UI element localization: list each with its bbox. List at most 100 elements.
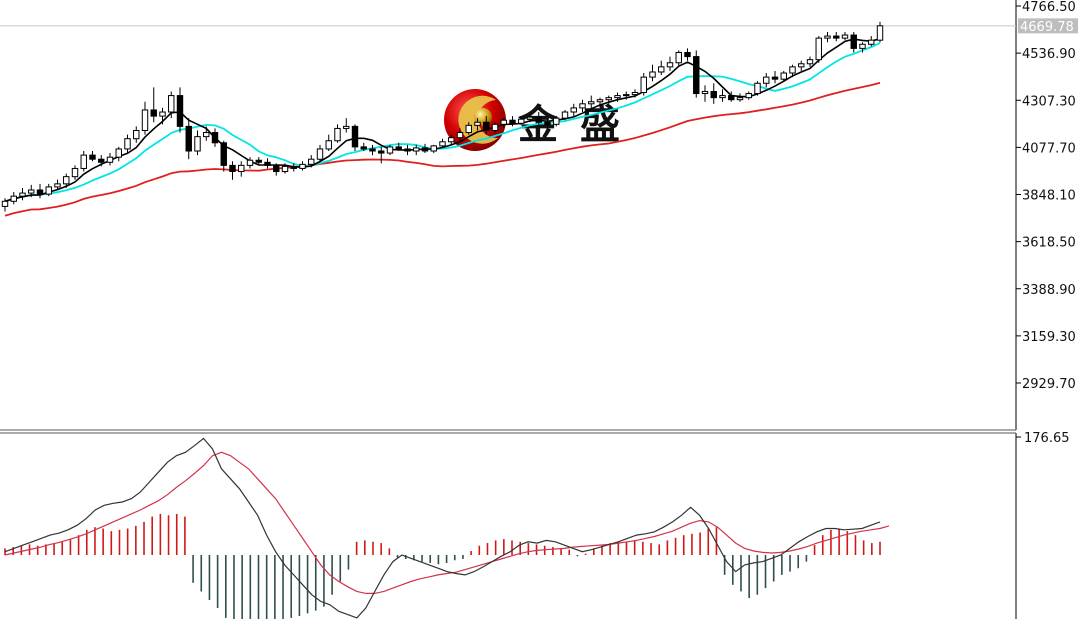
candle-body-up [281, 165, 289, 173]
candle-body-down [693, 56, 700, 95]
candle-body-up [54, 183, 61, 188]
logo-gold-ball [474, 108, 492, 126]
candle-body-up [588, 101, 595, 105]
candle [789, 64, 796, 78]
candle-body-up [159, 111, 166, 117]
price-tick-label: 4766.50 [1022, 0, 1076, 15]
candle-body-down [404, 148, 411, 152]
candle [448, 134, 455, 145]
candle [850, 31, 857, 53]
candle [483, 116, 490, 135]
candle-body-down [290, 165, 297, 169]
candle [264, 158, 271, 169]
signal-line [4, 451, 890, 594]
current-price-label: 4669.78 [1020, 20, 1074, 35]
candle [10, 192, 17, 205]
candle [701, 85, 709, 102]
price-tick-label: 3388.90 [1022, 283, 1076, 298]
candle-body-up [238, 164, 245, 173]
macd-line [4, 437, 881, 619]
candle-body-up [701, 90, 709, 95]
candle-body-down [264, 161, 271, 166]
candle-body-up [456, 132, 464, 139]
candle [334, 124, 341, 143]
candle [614, 92, 621, 102]
candle [211, 128, 219, 147]
candle [631, 89, 639, 98]
candle-body-up [106, 156, 114, 163]
candle [771, 70, 779, 84]
candle [238, 161, 245, 177]
candle-body-down [176, 95, 184, 127]
candle-body-up [675, 51, 682, 64]
candle-body-up [491, 123, 499, 131]
candle [763, 73, 770, 88]
candle-body-down [395, 146, 402, 150]
candle [509, 116, 516, 127]
candle [281, 163, 289, 174]
candle-body-down [360, 146, 367, 150]
candle [176, 87, 184, 133]
candle [63, 173, 70, 188]
candle [36, 183, 44, 199]
candle-body-down [850, 34, 857, 49]
candle-body-up [10, 195, 17, 202]
candle-body-up [71, 167, 79, 178]
candle [544, 118, 551, 129]
candle [273, 163, 280, 176]
candle [579, 99, 586, 113]
candle [395, 142, 402, 152]
candle-body-up [570, 107, 577, 113]
candle [80, 151, 87, 172]
candle-body-up [500, 119, 507, 125]
candle [728, 91, 735, 102]
candle [605, 95, 612, 104]
candle [404, 144, 411, 156]
price-tick-label: 2929.70 [1022, 377, 1076, 392]
candle-body-up [763, 76, 770, 84]
current-price-bg [1018, 18, 1078, 34]
candle [474, 118, 481, 131]
candle-body-up [133, 129, 140, 140]
candle [220, 140, 227, 172]
macd-max-label: 176.65 [1024, 431, 1070, 446]
candle [246, 157, 254, 169]
candle [203, 126, 210, 141]
candle-body-down [378, 150, 385, 154]
candle-body-up [28, 189, 35, 194]
candle [456, 128, 464, 141]
candle [290, 163, 297, 172]
candle [430, 144, 437, 154]
candle [255, 157, 262, 165]
candle [150, 87, 157, 123]
candle [553, 116, 560, 127]
candle [491, 122, 499, 133]
candle-body-up [1, 200, 9, 207]
candle-body-up [780, 72, 787, 80]
candle-body-up [798, 63, 805, 68]
candle-body-up [19, 192, 26, 197]
candle-body-up [299, 163, 306, 169]
current-price-tag: 4669.78 [1018, 18, 1078, 35]
candle-body-down [421, 147, 429, 152]
candle [54, 179, 61, 191]
macd-histogram [4, 513, 881, 619]
candle-body-up [439, 141, 446, 147]
candle [868, 36, 875, 47]
candle-body-up [623, 94, 630, 97]
candle [133, 126, 140, 143]
candle [658, 60, 665, 76]
candle-body-up [194, 136, 201, 152]
candle-body-down [369, 148, 376, 152]
candle-body-down [684, 51, 691, 58]
candle [561, 109, 569, 121]
candle [159, 107, 166, 125]
candle [316, 144, 324, 162]
candle [19, 187, 26, 201]
candle-body-up [754, 82, 761, 95]
candle-body-up [430, 145, 437, 152]
candle [649, 64, 656, 82]
candle-body-up [308, 158, 315, 165]
candle [89, 151, 96, 162]
